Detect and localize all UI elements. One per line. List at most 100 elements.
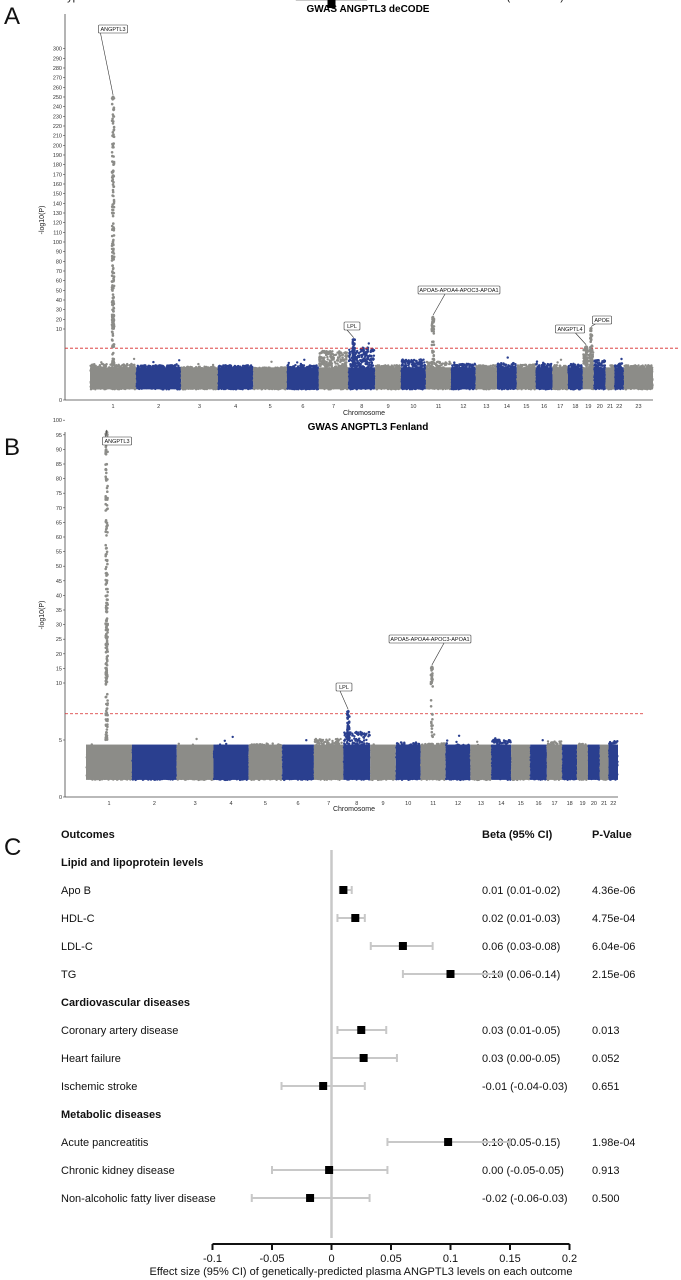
snp-point [104, 363, 108, 367]
snp-point [129, 364, 132, 367]
snp-point [368, 361, 371, 364]
snp-point [355, 351, 359, 354]
snp-point [178, 359, 181, 362]
y-tick-label: 90 [56, 250, 62, 256]
snp-point [332, 356, 336, 360]
snp-point [228, 364, 232, 367]
snp-point [139, 364, 142, 368]
snp-point [270, 360, 273, 363]
y-tick-label: 210 [53, 134, 62, 140]
y-tick-label: 270 [53, 76, 62, 82]
snp-point [348, 358, 352, 361]
y-tick-label: 120 [53, 221, 62, 227]
snp-point [211, 363, 215, 367]
snp-point [132, 364, 136, 367]
snp-point [339, 360, 342, 364]
snp-point [360, 361, 363, 364]
chromosome-tick-label: 4 [234, 404, 237, 410]
y-tick-label: 30 [56, 308, 62, 314]
snp-point [371, 357, 374, 360]
manhattan-plot-decode: GWAS ANGPTL3 deCODE -log10(P) Chromosome… [39, 4, 678, 417]
snp-point [366, 356, 369, 360]
snp-point [218, 364, 221, 368]
chromosome-tick-label: 2 [157, 404, 160, 410]
chromosome-7-points [318, 349, 349, 391]
snp-point [335, 359, 339, 362]
snp-point [130, 362, 133, 366]
snp-point [89, 364, 92, 367]
snp-point [151, 365, 154, 368]
snp-point [115, 364, 118, 367]
y-tick-label: 20 [56, 317, 62, 323]
snp-point [327, 350, 330, 354]
snp-point [349, 363, 352, 366]
y-tick-label: 110 [53, 230, 62, 236]
y-tick-label: 200 [53, 143, 62, 149]
snp-point [325, 363, 329, 366]
snp-point [364, 351, 367, 354]
chromosome-3-dense-band [181, 367, 218, 390]
snp-point [320, 360, 323, 363]
y-tick-label: 70 [56, 269, 62, 275]
snp-point [341, 356, 344, 359]
chromosome-9-points [374, 364, 402, 391]
x-axis-label-decode: Chromosome [343, 410, 385, 417]
y-tick-label: 140 [53, 201, 62, 207]
snp-point [330, 364, 333, 367]
y-tick-label: 170 [53, 172, 62, 178]
snp-point [370, 355, 373, 358]
snp-point [404, 361, 407, 364]
chromosome-9-dense-band [375, 367, 401, 390]
chart-title-decode: GWAS ANGPTL3 deCODE [307, 4, 430, 15]
chromosome-6-dense-band [286, 367, 319, 390]
snp-point [344, 362, 347, 365]
snp-point [360, 355, 363, 359]
chromosome-6-points [286, 358, 320, 391]
snp-point [142, 364, 146, 367]
y-tick-label: 290 [53, 56, 62, 62]
snp-point [368, 358, 372, 362]
snp-point [318, 357, 322, 361]
snp-point [360, 349, 363, 352]
snp-point [334, 362, 337, 365]
snp-point [367, 342, 370, 345]
snp-point [100, 361, 103, 364]
y-tick-label: 40 [56, 298, 62, 304]
snp-point [423, 364, 426, 367]
snp-point [224, 364, 227, 367]
snp-point [401, 363, 404, 366]
snp-point [372, 349, 375, 353]
chromosome-4-dense-band [217, 367, 254, 390]
chromosome-7-dense-band [318, 367, 349, 390]
chromosome-1-points [89, 357, 137, 391]
chromosome-10-dense-band [400, 367, 426, 390]
chromosome-tick-label: 6 [301, 404, 304, 410]
panel-letter-b: B [4, 434, 20, 461]
snp-point [287, 363, 290, 366]
snp-point [335, 353, 338, 356]
snp-point [249, 365, 252, 368]
y-tick-label: 190 [53, 153, 62, 159]
snp-point [357, 363, 360, 366]
snp-point [413, 364, 416, 367]
snp-point [410, 358, 413, 362]
snp-point [418, 360, 421, 364]
chromosome-10-points [400, 358, 427, 391]
snp-point [348, 348, 351, 351]
y-tick-label: 280 [53, 66, 62, 72]
snp-point [117, 364, 121, 368]
y-tick-label: 10 [56, 327, 62, 333]
snp-point [303, 358, 306, 361]
y-tick-label: 240 [53, 105, 62, 111]
chromosome-tick-label: 1 [112, 404, 115, 410]
snp-point [328, 362, 331, 365]
snp-point [337, 352, 341, 355]
y-tick-label: 150 [53, 192, 62, 198]
snp-point [422, 358, 425, 361]
snp-point [101, 362, 104, 366]
y-tick-label: 300 [53, 47, 62, 53]
snp-point [395, 364, 398, 367]
chromosome-8-dense-band [348, 367, 376, 390]
snp-point [152, 360, 155, 364]
